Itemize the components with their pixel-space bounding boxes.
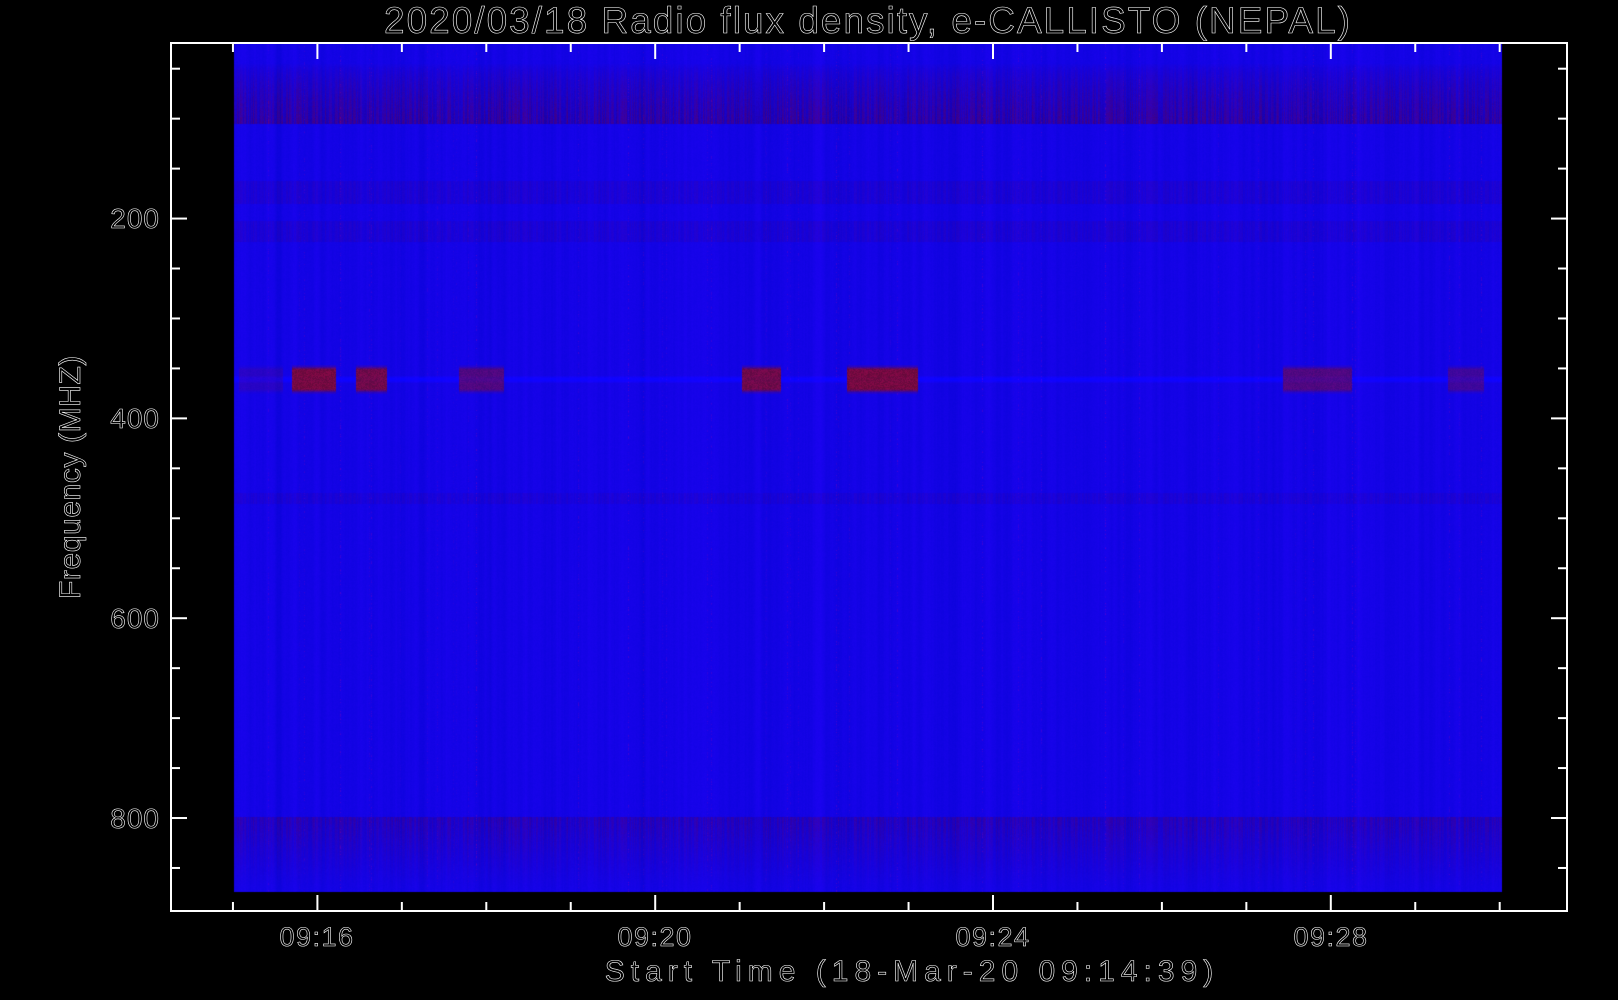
svg-text:2020/03/18 Radio flux densit: 2020/03/18 Radio flux density, e-CALLIST… — [384, 0, 1352, 41]
svg-text:Start Time (18-Mar-20 09:14:39: Start Time (18-Mar-20 09:14:39) — [605, 955, 1220, 988]
svg-text:800: 800 — [110, 803, 160, 834]
svg-text:200: 200 — [110, 203, 160, 234]
svg-text:600: 600 — [110, 603, 160, 634]
svg-text:09:20: 09:20 — [617, 922, 692, 952]
svg-text:Frequency (MHZ): Frequency (MHZ) — [54, 355, 87, 599]
svg-text:09:28: 09:28 — [1293, 922, 1368, 952]
svg-text:400: 400 — [110, 403, 160, 434]
svg-text:09:16: 09:16 — [279, 922, 354, 952]
svg-text:09:24: 09:24 — [955, 922, 1030, 952]
